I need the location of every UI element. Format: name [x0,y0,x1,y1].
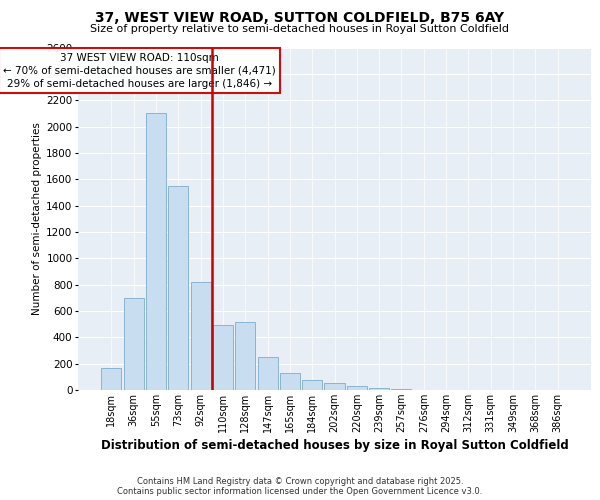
X-axis label: Distribution of semi-detached houses by size in Royal Sutton Coldfield: Distribution of semi-detached houses by … [101,439,568,452]
Text: 37, WEST VIEW ROAD, SUTTON COLDFIELD, B75 6AY: 37, WEST VIEW ROAD, SUTTON COLDFIELD, B7… [95,11,505,25]
Bar [191,282,211,390]
Bar [101,368,121,390]
Bar [369,388,389,390]
Bar [213,326,233,390]
Bar [146,114,166,390]
Text: Size of property relative to semi-detached houses in Royal Sutton Coldfield: Size of property relative to semi-detach… [91,24,509,34]
Bar [257,357,278,390]
Text: 37 WEST VIEW ROAD: 110sqm
← 70% of semi-detached houses are smaller (4,471)
29% : 37 WEST VIEW ROAD: 110sqm ← 70% of semi-… [2,52,275,89]
Bar [235,322,255,390]
Text: Contains HM Land Registry data © Crown copyright and database right 2025.
Contai: Contains HM Land Registry data © Crown c… [118,476,482,496]
Bar [168,186,188,390]
Bar [347,386,367,390]
Bar [302,380,322,390]
Bar [124,298,144,390]
Bar [325,384,344,390]
Y-axis label: Number of semi-detached properties: Number of semi-detached properties [32,122,42,315]
Bar [280,373,300,390]
